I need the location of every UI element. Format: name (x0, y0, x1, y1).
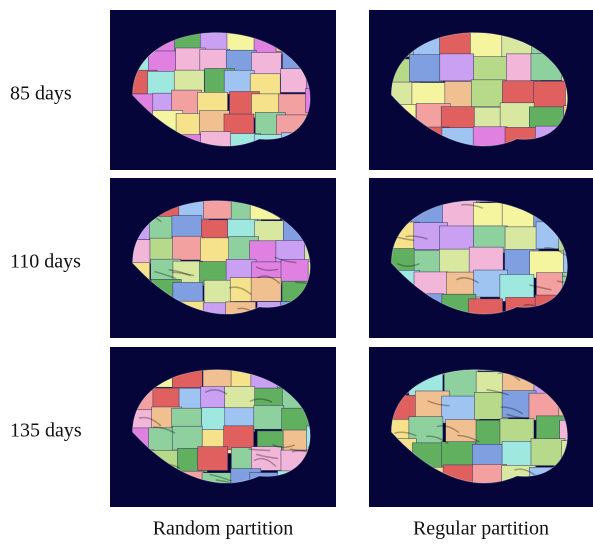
patch (441, 442, 475, 469)
row-label: 85 days (10, 83, 72, 105)
panel (369, 174, 593, 349)
panel (110, 6, 338, 180)
patch (442, 396, 476, 423)
patch (204, 280, 234, 304)
patch (500, 103, 534, 130)
patch (200, 238, 230, 262)
panel (110, 343, 338, 517)
patch (225, 386, 255, 410)
patch (224, 70, 254, 94)
column-label: Random partition (153, 518, 294, 540)
patch (198, 447, 228, 471)
patch (224, 426, 254, 450)
page: 85 days 110 days 135 days Random partiti… (0, 0, 593, 542)
panel (369, 344, 593, 518)
patch (440, 54, 474, 81)
panel (369, 6, 593, 181)
panel (110, 174, 338, 347)
column-label: Regular partition (413, 518, 549, 540)
figure: 85 days 110 days 135 days Random partiti… (0, 0, 593, 542)
patch (534, 81, 568, 108)
patch (470, 32, 504, 59)
patch (251, 52, 281, 76)
patch (254, 405, 284, 429)
row-label: 110 days (10, 251, 81, 273)
patch (172, 216, 202, 240)
patch (173, 236, 203, 260)
row-label: 135 days (10, 420, 82, 442)
patch (409, 55, 443, 82)
